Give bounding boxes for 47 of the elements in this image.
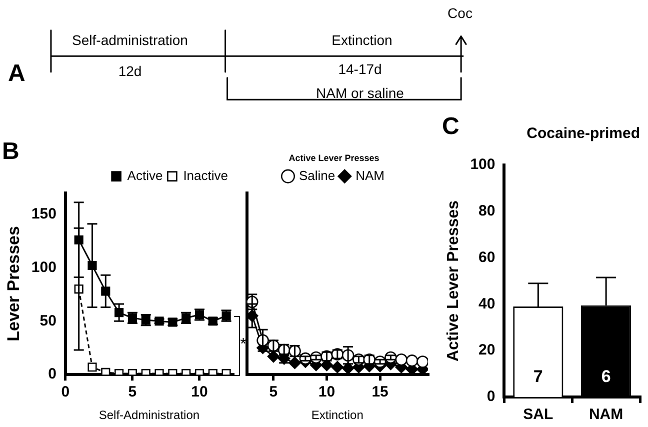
x-tick-label: 5 bbox=[128, 384, 137, 401]
y-axis-title: Lever Presses bbox=[4, 226, 23, 342]
x-tick-label: 10 bbox=[191, 384, 208, 401]
x-axis-title: Extinction bbox=[311, 408, 364, 422]
annotation: 6 bbox=[601, 367, 611, 387]
annotation: 7 bbox=[533, 367, 543, 387]
text: B bbox=[2, 138, 20, 166]
text: NAM or saline bbox=[316, 85, 404, 101]
legend-label: Inactive bbox=[183, 168, 228, 183]
text: Coc bbox=[448, 5, 472, 21]
legend-label: Active bbox=[127, 168, 163, 183]
x-tick-label: SAL bbox=[523, 406, 554, 424]
y-tick-label: 20 bbox=[478, 342, 496, 359]
text: Extinction bbox=[332, 32, 392, 48]
point bbox=[331, 360, 344, 374]
x-tick-label: 0 bbox=[61, 384, 70, 401]
y-tick-label: 50 bbox=[40, 312, 56, 330]
point bbox=[288, 356, 301, 369]
legend-title: Active Lever Presses bbox=[288, 152, 380, 163]
x-axis-title: Self-Administration bbox=[98, 408, 200, 422]
point bbox=[416, 356, 428, 368]
y-tick-label: 40 bbox=[478, 295, 496, 312]
y-tick-label: 150 bbox=[31, 205, 56, 222]
point bbox=[406, 354, 418, 367]
text: 12d bbox=[118, 63, 142, 79]
legend-label: Saline bbox=[298, 168, 336, 183]
y-tick-label: 60 bbox=[478, 248, 496, 266]
text: Self-administration bbox=[72, 32, 188, 48]
x-tick-label: 15 bbox=[372, 384, 388, 401]
text: A bbox=[8, 60, 26, 88]
point bbox=[395, 353, 408, 366]
point bbox=[352, 353, 365, 366]
point bbox=[267, 350, 280, 363]
text: C bbox=[442, 113, 460, 141]
point bbox=[342, 362, 354, 374]
x-tick-label: 5 bbox=[269, 384, 278, 401]
y-axis-title: Active Lever Presses bbox=[445, 200, 462, 362]
y-tick-label: 100 bbox=[470, 156, 496, 174]
y-tick-label: 0 bbox=[48, 366, 56, 383]
text: 14-17d bbox=[338, 61, 382, 77]
y-tick-label: 80 bbox=[478, 202, 496, 220]
legend-label: NAM bbox=[356, 168, 385, 183]
chart-title: Cocaine-primed bbox=[526, 125, 640, 142]
y-tick-label: 100 bbox=[31, 258, 56, 276]
text: * bbox=[240, 336, 246, 354]
point bbox=[101, 368, 110, 375]
x-tick-label: 10 bbox=[318, 384, 336, 401]
